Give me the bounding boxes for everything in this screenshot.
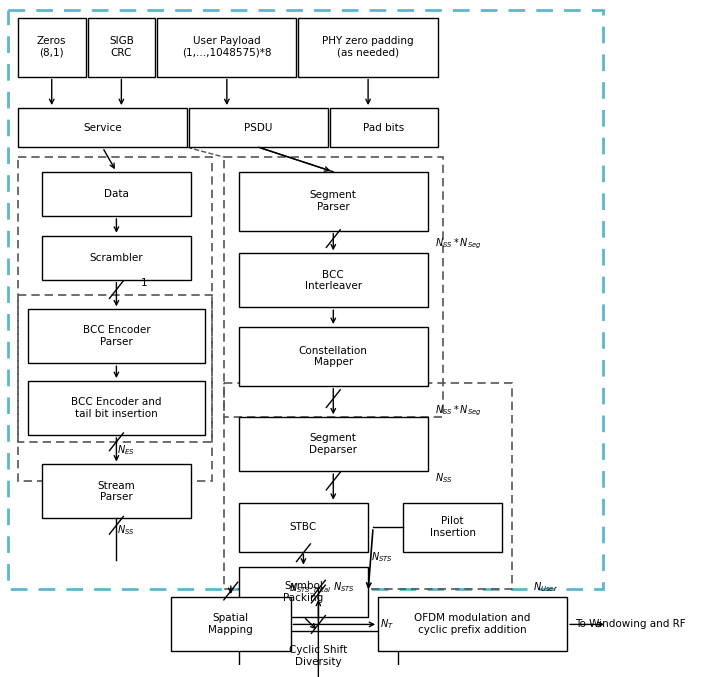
Bar — [42, 172, 191, 216]
Bar — [238, 417, 427, 471]
Text: BCC
Interleaver: BCC Interleaver — [305, 269, 362, 291]
Bar — [8, 10, 603, 589]
Text: $N_{STS\_Total}$: $N_{STS\_Total}$ — [289, 582, 331, 596]
Bar — [171, 597, 291, 651]
Text: Cyclic Shift
Diversity: Cyclic Shift Diversity — [289, 645, 347, 667]
Bar — [224, 383, 513, 589]
Bar — [42, 464, 191, 519]
Text: $N_T$: $N_T$ — [380, 617, 394, 632]
Text: 1: 1 — [141, 278, 148, 288]
Text: $N_{SS}*N_{Seg}$: $N_{SS}*N_{Seg}$ — [435, 236, 482, 250]
Text: Pilot
Insertion: Pilot Insertion — [430, 517, 475, 538]
Text: PSDU: PSDU — [244, 123, 273, 133]
Text: Data: Data — [104, 189, 129, 199]
Bar — [403, 503, 503, 552]
Text: STBC: STBC — [290, 522, 317, 532]
Bar — [238, 631, 398, 677]
Text: $N_{User}$: $N_{User}$ — [533, 580, 558, 594]
Bar — [238, 567, 368, 617]
Text: $N_{STS}$: $N_{STS}$ — [371, 550, 393, 563]
Text: $N_{SS}$: $N_{SS}$ — [117, 523, 135, 537]
Bar — [330, 108, 437, 148]
Text: BCC Encoder
Parser: BCC Encoder Parser — [82, 326, 150, 347]
Text: Segment
Parser: Segment Parser — [310, 190, 357, 212]
Bar — [42, 236, 191, 280]
Text: Service: Service — [83, 123, 122, 133]
Text: SIGB
CRC: SIGB CRC — [109, 37, 134, 58]
Bar — [18, 18, 85, 77]
Bar — [28, 309, 205, 364]
Bar — [238, 503, 368, 552]
Text: $N_{SS}*N_{Seg}$: $N_{SS}*N_{Seg}$ — [435, 403, 482, 418]
Text: $N_{STS}$: $N_{STS}$ — [333, 580, 355, 594]
Text: Pad bits: Pad bits — [364, 123, 405, 133]
Bar — [18, 108, 187, 148]
Bar — [18, 294, 212, 481]
Bar — [18, 157, 212, 442]
Bar — [238, 172, 427, 231]
Text: Zeros
(8,1): Zeros (8,1) — [37, 37, 67, 58]
Bar — [299, 18, 437, 77]
Bar — [189, 108, 329, 148]
Text: Constellation
Mapper: Constellation Mapper — [299, 345, 368, 367]
Bar — [28, 381, 205, 435]
Text: OFDM modulation and
cyclic prefix addition: OFDM modulation and cyclic prefix additi… — [415, 613, 531, 635]
Bar — [378, 597, 567, 651]
Text: Spatial
Mapping: Spatial Mapping — [208, 613, 253, 635]
Text: Stream
Parser: Stream Parser — [97, 481, 135, 502]
Bar — [238, 327, 427, 386]
Bar — [87, 18, 155, 77]
Text: Segment
Deparser: Segment Deparser — [309, 433, 357, 455]
Bar — [238, 253, 427, 307]
Text: $N_{SS}$: $N_{SS}$ — [435, 471, 453, 485]
Text: Scrambler: Scrambler — [90, 253, 143, 263]
Bar — [224, 157, 442, 417]
Text: User Payload
(1,...,1048575)*8: User Payload (1,...,1048575)*8 — [182, 37, 271, 58]
Text: PHY zero padding
(as needed): PHY zero padding (as needed) — [322, 37, 414, 58]
Text: To Windowing and RF: To Windowing and RF — [575, 619, 686, 630]
Text: $N_{ES}$: $N_{ES}$ — [117, 443, 135, 456]
Text: BCC Encoder and
tail bit insertion: BCC Encoder and tail bit insertion — [71, 397, 162, 419]
Bar — [158, 18, 296, 77]
Text: Symbol
Packing: Symbol Packing — [284, 582, 324, 603]
